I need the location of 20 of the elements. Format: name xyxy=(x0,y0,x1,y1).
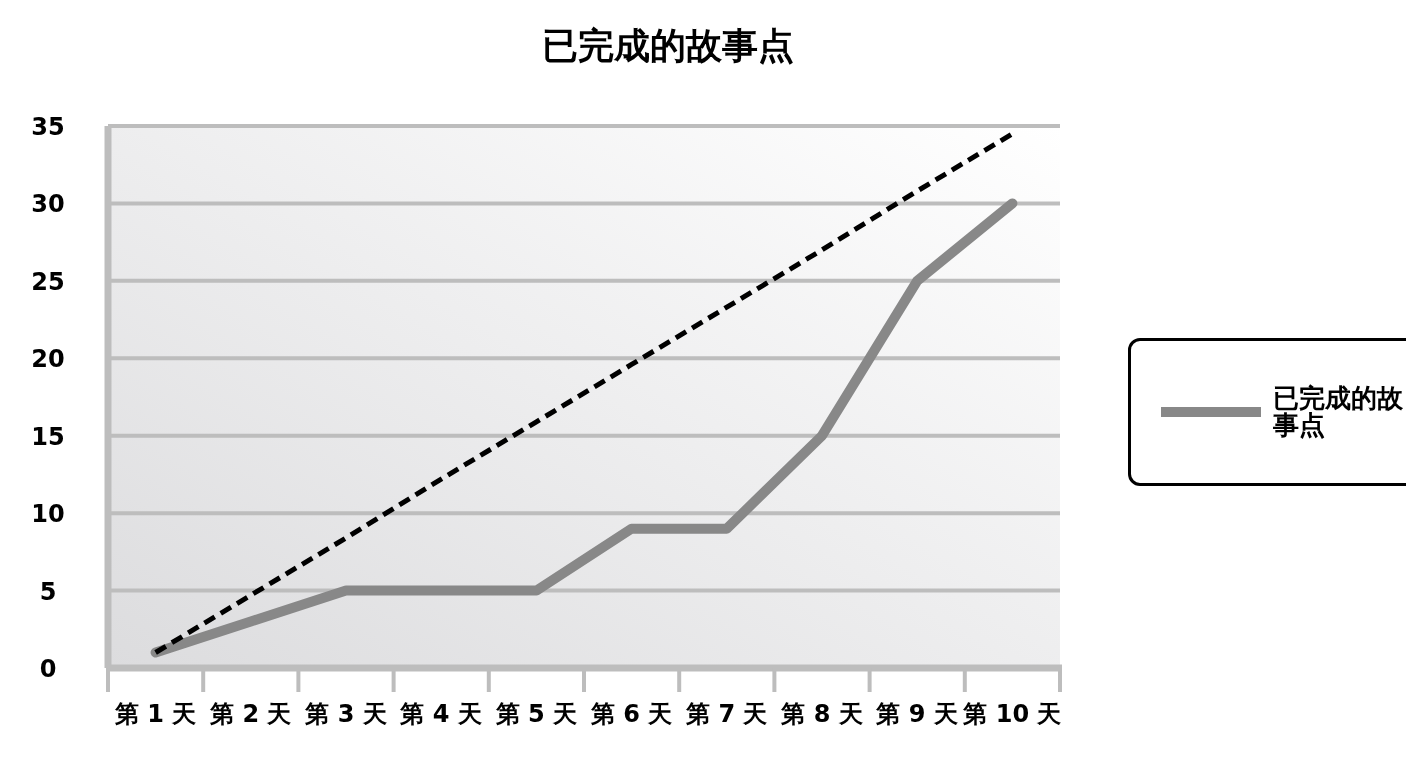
y-tick-label: 15 xyxy=(31,422,65,451)
y-tick-label: 0 xyxy=(39,655,57,683)
y-tick-label: 30 xyxy=(31,190,65,219)
y-tick-label: 35 xyxy=(31,113,65,141)
x-tick-label: 第 4 天 xyxy=(399,700,482,728)
legend-label: 已完成的故事点 xyxy=(1273,382,1403,440)
y-tick-label: 25 xyxy=(31,267,65,296)
x-tick-label: 第 8 天 xyxy=(780,700,863,728)
x-tick-label: 第 10 天 xyxy=(962,700,1062,728)
x-tick-label: 第 6 天 xyxy=(589,700,673,728)
x-tick-label: 第 2 天 xyxy=(209,700,292,728)
y-tick-label: 5 xyxy=(39,577,57,606)
x-tick-label: 第 5 天 xyxy=(494,700,578,728)
x-tick-label: 第 1 天 xyxy=(113,700,197,728)
x-tick-label: 第 3 天 xyxy=(304,700,387,728)
y-tick-label: 10 xyxy=(31,500,65,529)
y-tick-label: 20 xyxy=(31,345,65,374)
chart-title: 已完成的故事点 xyxy=(542,25,794,66)
x-tick-label: 第 9 天 xyxy=(875,700,958,728)
x-tick-label: 第 7 天 xyxy=(685,700,768,728)
